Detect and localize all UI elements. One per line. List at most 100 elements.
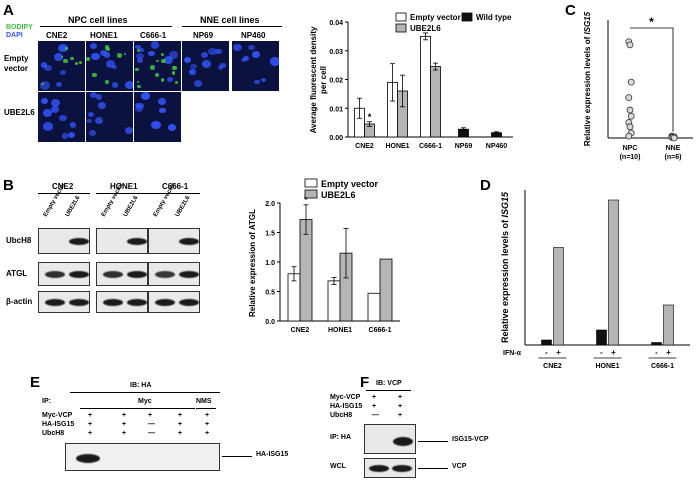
nucleus [111, 64, 117, 70]
ip-nms-line [196, 408, 216, 409]
lipid-droplet [92, 72, 97, 77]
nucleus [190, 63, 197, 70]
protein-band [392, 465, 412, 472]
blot-strip [96, 291, 148, 313]
row-label-ube2l6: UBE2L6 [4, 108, 35, 117]
micrograph-tile [86, 41, 133, 91]
condition-sign: + [205, 421, 210, 428]
nucleus [148, 50, 155, 57]
condition-sign: + [88, 412, 93, 419]
nucleus [184, 56, 192, 64]
nucleus [194, 80, 203, 87]
panel-d-letter: D [480, 177, 491, 194]
band-arrow [418, 441, 448, 442]
nucleus [86, 118, 92, 124]
x-tick-label: NP69 [455, 143, 473, 150]
condition-sign: — [148, 430, 155, 437]
nucleus [261, 77, 267, 82]
legend-label: Empty vector [410, 13, 461, 22]
x-tick-label: NP460 [486, 143, 508, 150]
bar [430, 66, 441, 138]
condition-sign: + [205, 412, 210, 419]
protein-band [393, 437, 413, 446]
chart-d-isg15-ifn: Relative expression levels of ISG15 IFN-α… [500, 190, 690, 370]
legend-swatch [461, 12, 473, 22]
blot-strip [65, 443, 220, 471]
y-tick-label: 0.04 [329, 20, 343, 27]
nucleus [103, 52, 110, 58]
protein-band [127, 271, 147, 278]
panel-b-letter: B [3, 177, 14, 194]
condition-sign: + [372, 394, 377, 401]
ip-label: IP: [42, 398, 51, 405]
scatter-point [627, 78, 635, 86]
scatter-point [626, 106, 634, 114]
blot-strip [96, 228, 148, 254]
condition-sign: + [88, 421, 93, 428]
nucleus [124, 80, 133, 89]
nucleus [42, 108, 53, 117]
protein-band [69, 299, 89, 306]
nucleus [251, 50, 260, 58]
nucleus [167, 124, 176, 131]
nucleus [215, 48, 222, 55]
treatment-sign: - [655, 348, 658, 357]
condition-sign: — [372, 412, 379, 419]
protein-band [45, 271, 65, 278]
protein-band [369, 465, 389, 472]
nucleus [60, 69, 67, 76]
blot-strip [38, 291, 90, 313]
lipid-droplet [172, 71, 176, 75]
condition-label: UbcH8 [42, 430, 65, 437]
y-tick-label: 2.0 [265, 201, 275, 208]
band-label: ISG15-VCP [452, 436, 489, 443]
condition-sign: + [178, 421, 183, 428]
lipid-droplet [75, 62, 78, 65]
nucleus [59, 114, 68, 122]
lipid-droplet [160, 78, 164, 82]
protein-band [179, 271, 199, 278]
x-tick-label: C666-1 [651, 363, 674, 370]
lipid-droplet [123, 52, 126, 55]
nucleus [89, 130, 97, 136]
nucleus [55, 82, 62, 88]
legend-label: UBE2L6 [321, 190, 356, 200]
y-axis-title: Relative expression levels of ISG15 [500, 191, 510, 343]
y-axis-title-prefix: Relative expression levels of [583, 35, 592, 147]
y-axis-title-gene: ISG15 [500, 191, 510, 218]
nucleus [95, 94, 103, 100]
lipid-droplet [63, 59, 68, 64]
nucleus [248, 44, 255, 50]
x-tick-label: HONE1 [328, 327, 352, 334]
protein-band [69, 238, 89, 245]
x-tick-label: C666-1 [419, 143, 442, 150]
nucleus [44, 65, 52, 72]
cell-line-underline [38, 193, 90, 194]
nucleus [43, 122, 54, 131]
stain-dapi-label: DAPI [6, 32, 23, 39]
nucleus [98, 102, 106, 109]
blot-strip [148, 228, 200, 254]
protein-band [179, 238, 199, 245]
micrograph-tile [134, 41, 181, 91]
nucleus [88, 111, 94, 117]
cell-line-underline [148, 193, 200, 194]
micrograph-tile [38, 41, 85, 91]
nucleus [233, 43, 242, 51]
bar [327, 280, 341, 322]
panel-e-letter: E [30, 374, 41, 391]
treatment-label: IFN-α [503, 350, 522, 357]
panel-f-letter: F [360, 374, 370, 391]
protein-band [127, 238, 147, 245]
nucleus [168, 50, 178, 59]
col-label-hone1: HONE1 [90, 31, 118, 40]
blot-label: IP: HA [330, 434, 351, 441]
condition-sign: + [122, 430, 127, 437]
bar [663, 304, 674, 346]
y-tick-label: 0.5 [265, 290, 275, 297]
row-label-empty-vector: Empty vector [4, 54, 29, 73]
nucleus [157, 98, 167, 106]
nucleus [50, 98, 61, 107]
treatment-sign: + [556, 348, 561, 357]
nucleus [125, 127, 133, 134]
